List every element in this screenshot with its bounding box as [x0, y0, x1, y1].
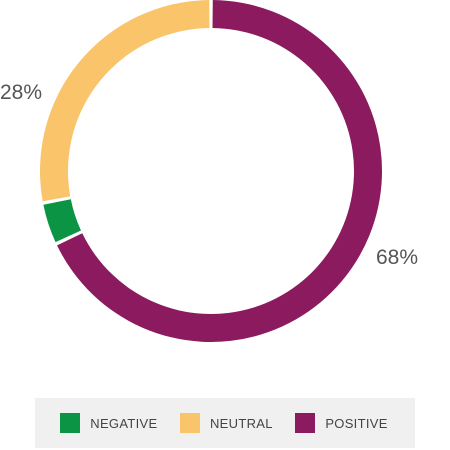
- legend-label-neutral: NEUTRAL: [209, 415, 273, 431]
- legend-label-positive: POSITIVE: [325, 415, 388, 431]
- legend-label-negative: NEGATIVE: [90, 415, 158, 431]
- slice-label-positive: 68%: [376, 246, 418, 269]
- slice-negative: [43, 199, 81, 243]
- legend: NEGATIVE NEUTRAL POSITIVE: [35, 398, 415, 448]
- legend-item-neutral: NEUTRAL: [179, 413, 273, 433]
- legend-item-positive: POSITIVE: [295, 413, 387, 433]
- slice-label-neutral: 28%: [0, 81, 42, 104]
- legend-swatch-negative: [60, 413, 81, 433]
- legend-item-negative: NEGATIVE: [60, 413, 157, 433]
- legend-swatch-neutral: [179, 413, 200, 433]
- donut-slices: [40, 0, 382, 342]
- slice-neutral: [40, 0, 210, 202]
- slice-labels: 68% 28%: [0, 81, 418, 269]
- legend-swatch-positive: [295, 413, 316, 433]
